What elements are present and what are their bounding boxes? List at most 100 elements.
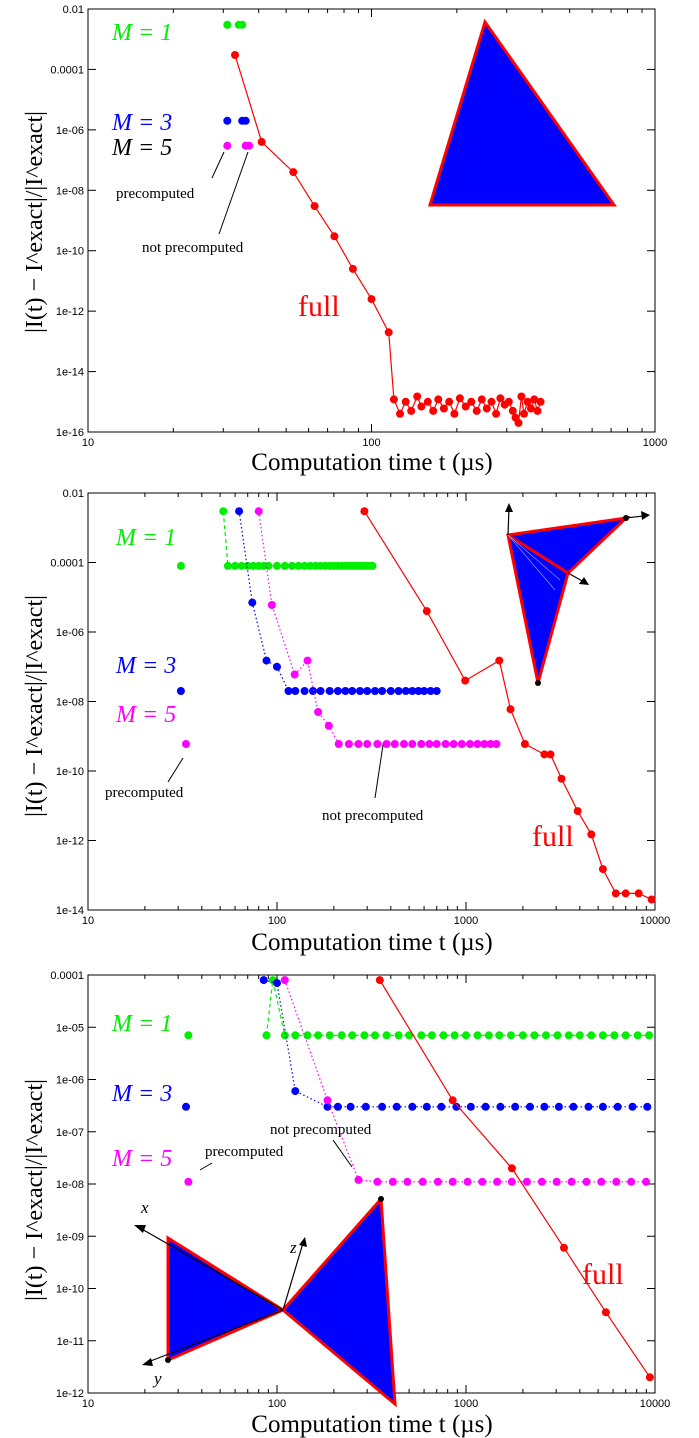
- y-tick-label: 1e-11: [57, 1336, 84, 1348]
- series-full-point: [508, 406, 517, 415]
- x-tick-label: 10000: [640, 1398, 671, 1410]
- series-m-3-point: [363, 687, 372, 695]
- series-m-3-point: [554, 1102, 563, 1111]
- panel-1-label-not-precomputed: not precomputed: [142, 240, 244, 256]
- series-m-5-point: [254, 507, 263, 516]
- x-tick-label: 100: [268, 1398, 286, 1410]
- x-tick-label: 100: [268, 915, 286, 927]
- x-tick-label: 1000: [454, 1398, 478, 1410]
- series-m-1-point: [542, 1031, 550, 1040]
- panel-3-label-m1: M = 1: [111, 1011, 172, 1037]
- y-tick-label: 0.0001: [50, 558, 84, 570]
- panel-2-plot-area: 10 100 1000 10000 1e-14 1e-12 1e-10 1e-08 1e-06 0…: [50, 488, 670, 927]
- series-m-1-point: [405, 1031, 414, 1040]
- panel-1-label-m3: M = 3: [111, 110, 172, 136]
- series-full-point: [401, 397, 410, 406]
- series-m-3-point: [361, 1102, 370, 1111]
- series-m-5-point: [403, 1177, 412, 1186]
- series-full-point: [514, 418, 523, 427]
- x-tick-label: 100: [362, 437, 380, 449]
- series-m-3-point: [341, 687, 350, 695]
- series-m-5-point: [449, 740, 458, 748]
- panel-2-label-m1: M = 1: [115, 525, 176, 551]
- series-m-5-point: [597, 1177, 606, 1186]
- series-m-5-point: [507, 1177, 516, 1186]
- panel-3-bowtie-inset: x y z: [134, 1195, 397, 1408]
- series-m-1-point: [337, 1031, 346, 1040]
- series-full-point: [507, 1164, 516, 1173]
- series-m-1-point: [294, 561, 303, 570]
- series-m-3-point: [284, 687, 293, 695]
- series-m-1-point: [564, 1031, 573, 1040]
- series-m-1-point: [427, 1031, 436, 1040]
- series-m-3-point: [392, 1102, 401, 1111]
- series-m-3-precomputed-point: [182, 1102, 190, 1111]
- series-m-5-point: [493, 1177, 502, 1186]
- series-full-point: [520, 409, 528, 418]
- series-m-5-point: [463, 1177, 472, 1186]
- series-m-5-point: [418, 1177, 427, 1186]
- series-m-1-line: [265, 979, 649, 1036]
- series-m-5-point: [314, 708, 323, 716]
- y-tick-label: 1e-16: [56, 427, 84, 439]
- series-m-3-point: [346, 1102, 355, 1111]
- series-m-3-point: [333, 687, 342, 695]
- series-m-5-point: [280, 976, 289, 985]
- series-full-point: [647, 895, 656, 904]
- panel-2-xlabel: Computation time t (µs): [251, 929, 492, 956]
- series-m-3-point: [291, 1087, 300, 1096]
- panel-2-ylabel: |I(t) − I^exact|/|I^exact|: [22, 595, 48, 817]
- panel-1-ylabel: |I(t) − I^exact|/|I^exact|: [22, 111, 48, 333]
- series-full-point: [560, 1243, 568, 1252]
- series-m-5-point: [400, 740, 408, 748]
- series-m-5-point: [245, 141, 254, 150]
- y-tick-label: 1e-10: [56, 766, 84, 778]
- panel-2-label-m5: M = 5: [115, 702, 176, 728]
- panel-3-axis-z-label: z: [289, 1238, 297, 1257]
- series-m-1-point: [280, 1031, 289, 1040]
- series-m-3-point: [598, 1102, 607, 1111]
- series-m-1-line: [222, 511, 373, 567]
- series-m-5-point: [267, 601, 276, 609]
- y-tick-label: 1e-08: [56, 185, 84, 197]
- panel-1-label-full: full: [298, 290, 340, 323]
- series-m-5-point: [612, 1177, 621, 1186]
- series-m-3-point: [613, 1102, 622, 1111]
- series-full-point: [540, 750, 549, 759]
- series-full-point: [487, 397, 496, 406]
- series-m-5-point: [466, 740, 474, 748]
- series-m-5-point: [388, 1177, 397, 1186]
- series-m-3-line: [263, 979, 648, 1108]
- series-m-3-point: [584, 1102, 593, 1111]
- series-m-3-point: [466, 1102, 475, 1111]
- panel-2-label-full: full: [532, 820, 574, 853]
- series-full-point: [461, 402, 470, 411]
- series-full-point: [375, 976, 384, 985]
- series-m-5-point: [642, 1177, 651, 1186]
- series-full-point: [348, 264, 357, 273]
- series-m-1-point: [553, 1031, 562, 1040]
- panel-3: 10 100 1000 10000 1e-12 1e-11 1e-10 1e-09 1e-08 1…: [22, 970, 670, 1438]
- series-m-3-point: [309, 687, 317, 695]
- series-m-5-point: [408, 740, 417, 748]
- series-m-3-point: [496, 1102, 505, 1111]
- series-full-point: [533, 406, 542, 415]
- series-m-5-precomputed-point: [184, 1177, 193, 1186]
- series-m-1-point: [314, 1031, 323, 1040]
- series-m-3-point: [628, 1102, 637, 1111]
- series-full-point: [601, 1308, 610, 1317]
- series-m-3-point: [371, 687, 379, 695]
- series-full-point: [445, 397, 454, 406]
- series-full-point: [506, 705, 515, 714]
- series-full-point: [587, 830, 596, 839]
- panel-3-label-precomputed: precomputed: [205, 1144, 284, 1160]
- series-full-point: [360, 507, 369, 516]
- series-m-5-point: [223, 141, 232, 150]
- series-m-5-point: [373, 740, 382, 748]
- series-full-point: [536, 397, 545, 406]
- panel-3-ylabel: |I(t) − I^exact|/|I^exact|: [22, 1079, 48, 1301]
- panel-1-pointer-precomputed: [211, 151, 225, 179]
- series-m-3-point: [378, 687, 387, 695]
- series-full-point: [523, 397, 532, 406]
- series-m-3-point: [414, 687, 423, 695]
